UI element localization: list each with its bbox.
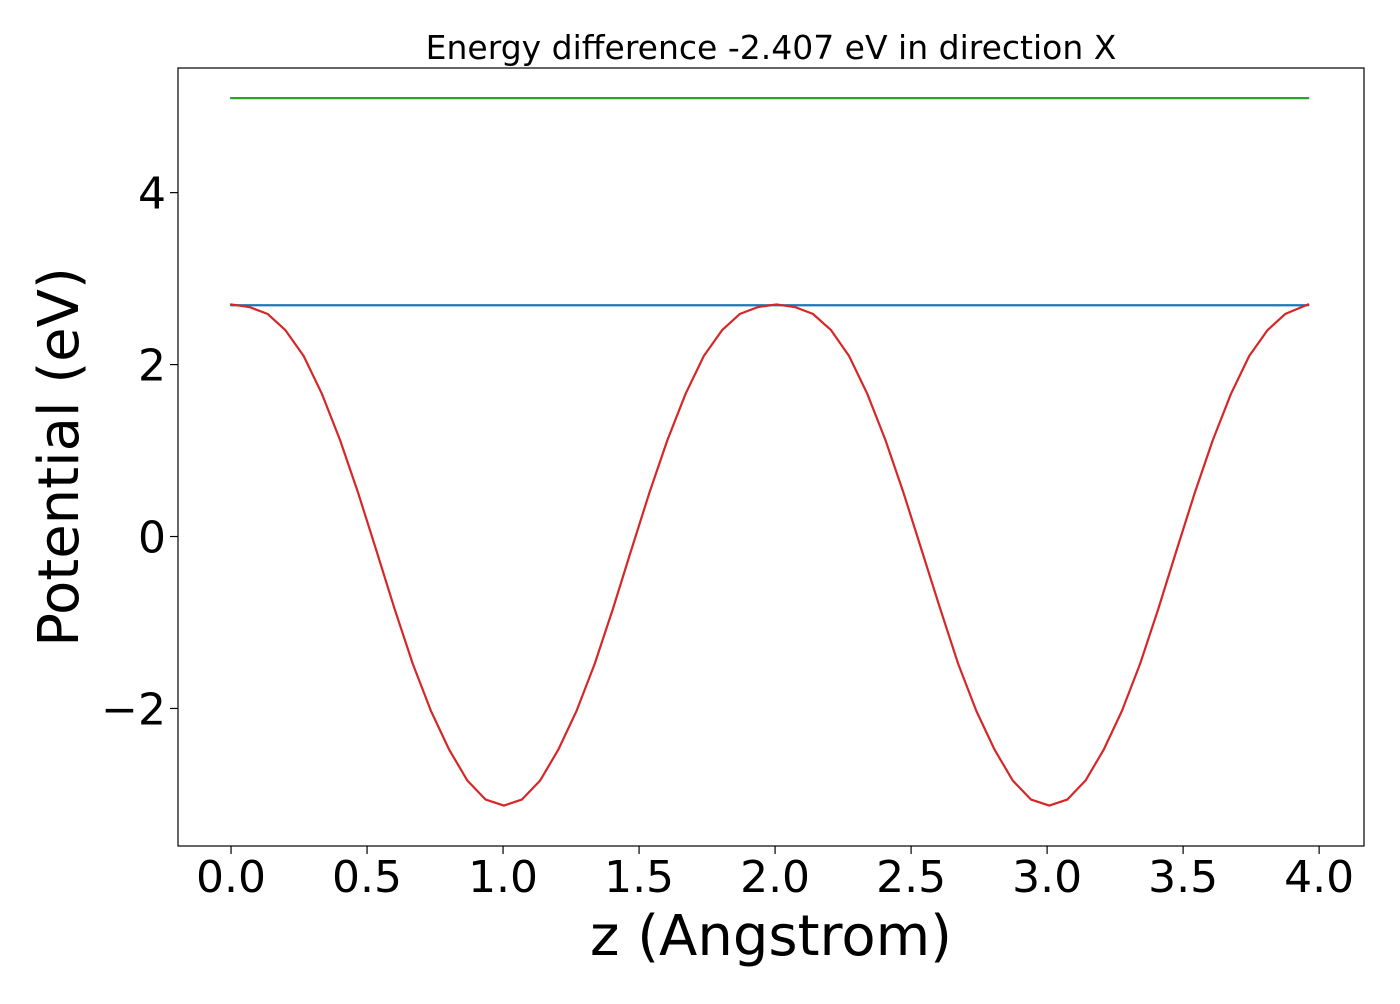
y-axis-label: Potential (eV) [27, 267, 92, 647]
x-axis-label: z (Angstrom) [590, 904, 952, 969]
series-line-2 [229, 303, 1310, 807]
axes: 0.0 0.5 1.0 1.5 2.0 2.5 3.0 3.5 4.0 −2 0 2 4 [101, 169, 1354, 903]
plot-frame [177, 67, 1365, 847]
x-tick-label: 1.0 [468, 852, 538, 903]
x-tick-label: 3.0 [1012, 852, 1082, 903]
series-lines [229, 96, 1310, 807]
y-tick-label: 0 [138, 513, 166, 564]
x-tick-label: 0.5 [332, 852, 402, 903]
x-tick-label: 2.0 [740, 852, 810, 903]
y-tick-label: 2 [138, 341, 166, 392]
y-tick-label: 4 [138, 169, 166, 220]
x-tick-label: 4.0 [1284, 852, 1354, 903]
y-tick-label: −2 [101, 684, 166, 735]
x-tick-label: 0.0 [196, 852, 266, 903]
chart-title: Energy difference -2.407 eV in direction… [426, 28, 1117, 67]
x-tick-label: 2.5 [876, 852, 946, 903]
x-tick-label: 3.5 [1148, 852, 1218, 903]
x-tick-label: 1.5 [604, 852, 674, 903]
